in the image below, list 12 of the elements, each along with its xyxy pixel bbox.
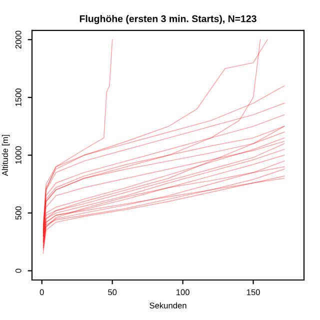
y-tick-label: 0 [15, 268, 22, 273]
y-tick-label: 1500 [15, 88, 22, 106]
x-axis-title: Sekunden [150, 302, 186, 308]
x-tick-label: 50 [108, 289, 117, 296]
x-tick-label: 0 [40, 289, 44, 296]
y-axis-title: Altitude [m] [2, 134, 10, 176]
x-tick-label: 150 [246, 289, 260, 296]
y-tick-label: 2000 [15, 30, 22, 48]
x-tick-label: 100 [176, 289, 190, 296]
y-tick-label: 1000 [15, 146, 22, 164]
chart-title: Flughöhe (ersten 3 min. Starts), N=123 [80, 15, 256, 24]
y-tick-label: 500 [15, 206, 22, 220]
